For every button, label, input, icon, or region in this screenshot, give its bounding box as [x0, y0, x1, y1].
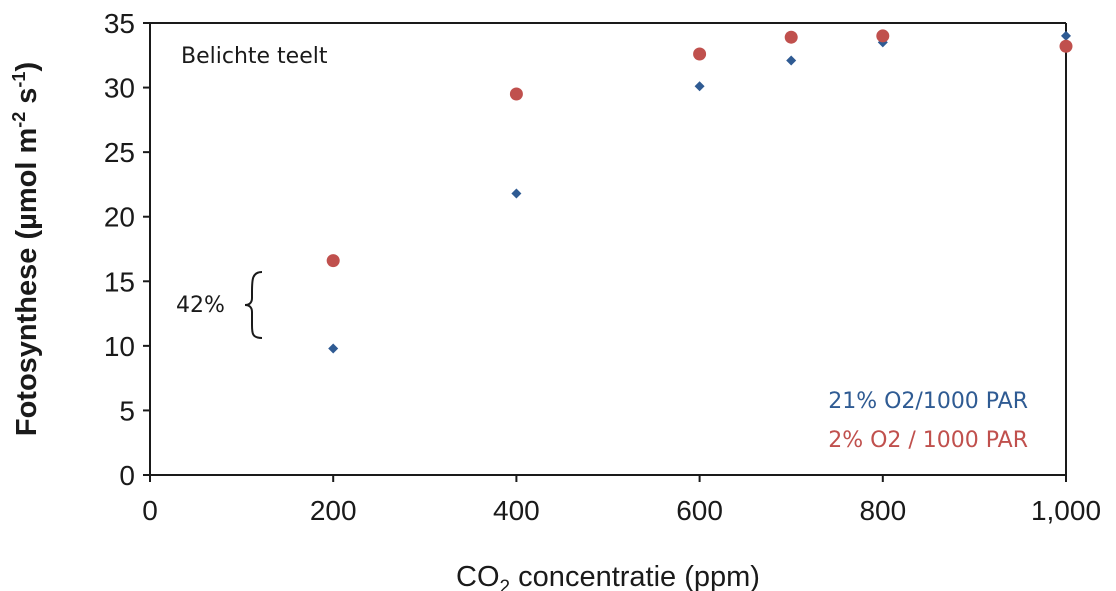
series-1-point [328, 343, 339, 354]
y-tick-label: 5 [119, 395, 135, 426]
legend-entry-21-o2: 21% O2/1000 PAR [828, 389, 1028, 414]
curly-brace [244, 271, 263, 339]
series-1-point [694, 81, 705, 92]
y-tick-label: 25 [104, 137, 135, 168]
annotation-percentage: 42% [176, 293, 225, 318]
x-ticks: 0 200 400 600 800 1,000 [142, 475, 1101, 526]
x-axis-title: CO2 concentratie (ppm) [456, 561, 760, 591]
x-tick-label: 200 [310, 495, 357, 526]
series-2-point [326, 254, 340, 268]
series-1-point [1061, 30, 1071, 41]
y-tick-label: 30 [104, 73, 135, 104]
series-2-point [509, 87, 523, 101]
series-2-point [693, 47, 707, 61]
x-tick-label: 400 [493, 495, 540, 526]
y-tick-label: 0 [119, 460, 135, 491]
legend-entry-2-o2: 2% O2 / 1000 PAR [828, 428, 1028, 453]
series-1-point [786, 55, 797, 66]
y-tick-label: 20 [104, 202, 135, 233]
series-2-point [1059, 39, 1073, 53]
axes [149, 22, 1067, 476]
data-points [326, 29, 1073, 354]
series-2-point [876, 29, 890, 43]
y-tick-label: 15 [104, 266, 135, 297]
series-2-point [784, 30, 798, 44]
x-tick-label: 1,000 [1031, 495, 1101, 526]
y-axis-title: Fotosynthese (µmol m-2 s-1) [9, 62, 43, 436]
annotation-belichte-teelt: Belichte teelt [181, 44, 328, 69]
y-ticks: 0 5 10 15 20 25 30 35 [104, 8, 150, 491]
x-tick-label: 0 [142, 495, 158, 526]
x-tick-label: 800 [859, 495, 906, 526]
x-tick-label: 600 [676, 495, 723, 526]
y-tick-label: 35 [104, 8, 135, 39]
series-1-point [511, 188, 522, 199]
y-tick-label: 10 [104, 331, 135, 362]
